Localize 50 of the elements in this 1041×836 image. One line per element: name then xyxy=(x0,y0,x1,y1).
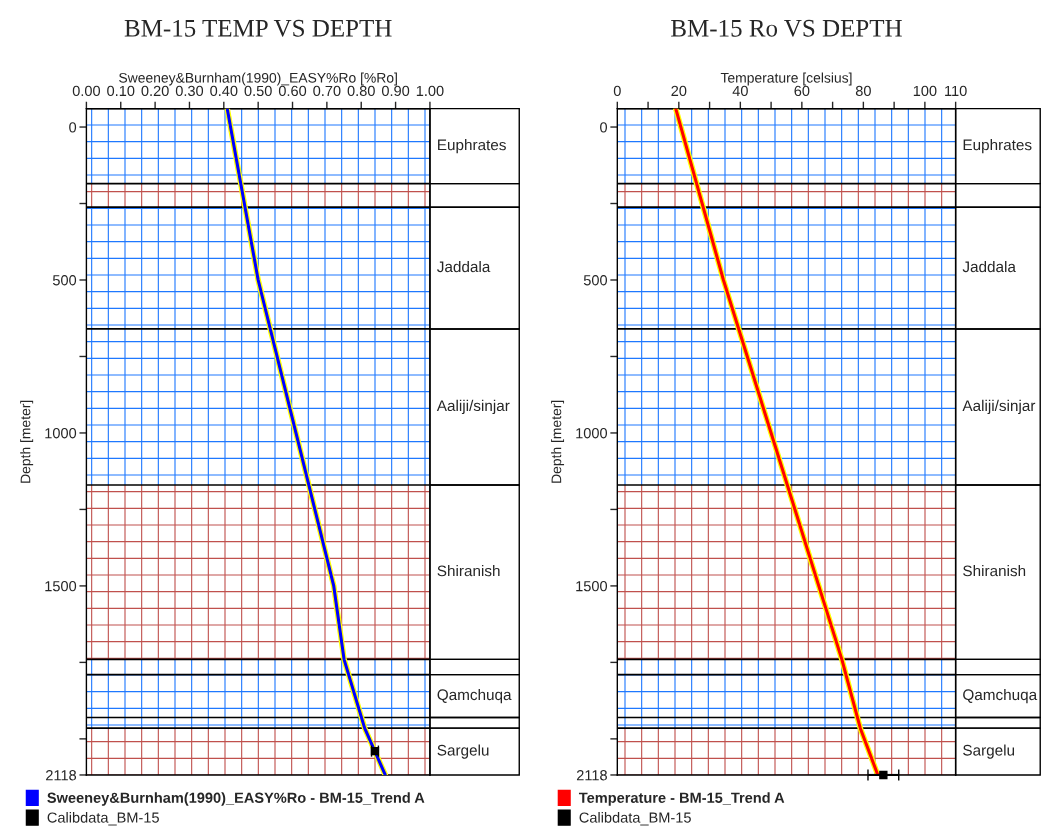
band-label: Aaliji/sinjar xyxy=(962,399,1036,415)
y-axis-title: Depth [meter] xyxy=(551,400,565,483)
band-label: Shiranish xyxy=(963,565,1026,577)
band-label: Sargelu xyxy=(437,744,489,759)
x-axis-title: Temperature [celsius] xyxy=(720,72,852,86)
y-axis-title: Depth [meter] xyxy=(20,400,34,483)
x-tick-label: 0.20 xyxy=(141,85,169,97)
x-tick-label: 0.00 xyxy=(72,85,101,97)
legend-label: Temperature - BM-15_Trend A xyxy=(578,792,785,806)
x-axis-title: Sweeney&Burnham(1990)_EASY%Ro [%Ro] xyxy=(119,72,397,86)
chart-title: BM-15 TEMP VS DEPTH xyxy=(124,19,392,37)
x-tick-label: 0.80 xyxy=(347,85,375,97)
band-label: Jaddala xyxy=(437,260,491,273)
x-tick-label: 20 xyxy=(671,85,687,97)
band-label: Aaliji/sinjar xyxy=(436,399,510,415)
y-tick-label: 1500 xyxy=(45,581,77,592)
legend-label: Sweeney&Burnham(1990)_EASY%Ro - BM-15_Trend A xyxy=(47,792,425,806)
x-tick-label: 0.50 xyxy=(244,85,272,97)
x-tick-label: 100 xyxy=(913,85,937,97)
y-tick-label: 2118 xyxy=(46,770,77,781)
y-tick-label: 500 xyxy=(52,275,77,286)
x-tick-label: 110 xyxy=(945,85,967,97)
band-label: Sargelu xyxy=(963,744,1015,759)
y-tick-label: 2118 xyxy=(576,770,607,781)
y-tick-label: 500 xyxy=(583,275,608,286)
x-tick-label: 1.00 xyxy=(416,85,444,97)
x-tick-label: 0 xyxy=(613,85,621,97)
band-label: Euphrates xyxy=(963,139,1032,154)
x-tick-label: 0.10 xyxy=(107,85,135,97)
band-label: Qamchuqa xyxy=(437,688,512,704)
band-label: Euphrates xyxy=(438,139,506,154)
x-tick-label: 0.40 xyxy=(210,85,238,97)
legend-label: Calibdata_BM-15 xyxy=(47,812,159,826)
x-tick-label: 40 xyxy=(732,85,748,97)
band-label: Qamchuqa xyxy=(963,688,1038,704)
y-tick-label: 0 xyxy=(69,122,77,133)
x-tick-label: 0.30 xyxy=(175,85,204,97)
y-tick-label: 0 xyxy=(600,122,608,133)
y-tick-label: 1000 xyxy=(45,428,77,439)
band-label: Jaddala xyxy=(962,260,1016,273)
y-tick-label: 1500 xyxy=(576,581,608,592)
x-tick-label: 0.70 xyxy=(313,85,341,97)
chart-title: BM-15 Ro VS DEPTH xyxy=(671,19,902,37)
x-tick-label: 0.60 xyxy=(278,85,307,97)
x-tick-label: 0.90 xyxy=(381,85,410,97)
x-tick-label: 80 xyxy=(855,85,871,97)
x-tick-label: 60 xyxy=(794,85,810,97)
band-label: Shiranish xyxy=(437,565,500,577)
legend-label: Calibdata_BM-15 xyxy=(579,812,691,826)
y-tick-label: 1000 xyxy=(576,428,608,439)
